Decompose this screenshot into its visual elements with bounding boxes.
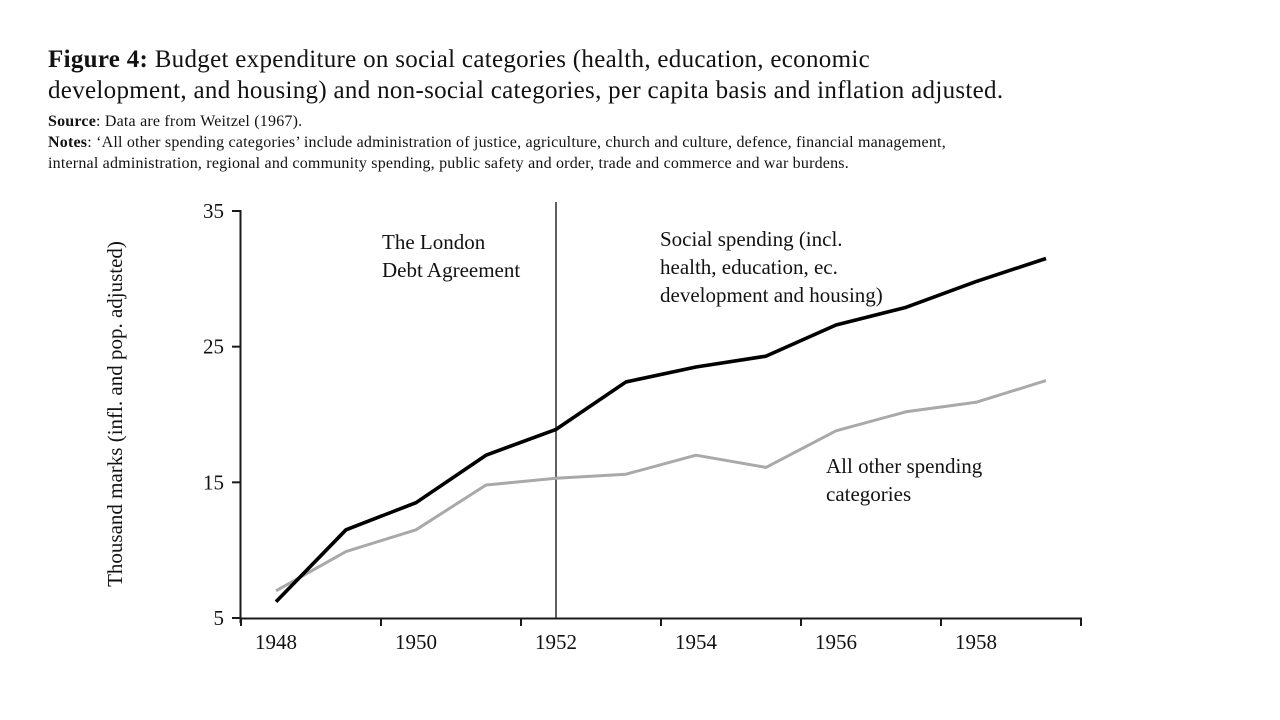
x-tick-label-1956: 1956 (815, 630, 857, 654)
annotation-all-other-spending-series-label: All other spending categories (826, 454, 983, 506)
figure-number-label: Figure 4: (48, 46, 149, 73)
x-tick-label-1948: 1948 (255, 630, 297, 654)
notes-text: : ‘All other spending categories’ includ… (48, 134, 946, 172)
figure-title-text: Budget expenditure on social categories … (48, 46, 1004, 104)
y-tick-label-35: 35 (203, 199, 224, 223)
social-spending-line (274, 256, 1047, 603)
notes-label: Notes (48, 134, 88, 151)
source-line: Source: Data are from Weitzel (1967). (48, 111, 302, 132)
annotation-london-debt-agreement: The London Debt Agreement (382, 230, 521, 282)
all-other-spending-line (275, 379, 1047, 593)
x-tick-label-1954: 1954 (675, 630, 718, 654)
x-tick-label-1952: 1952 (535, 630, 577, 654)
source-text: : Data are from Weitzel (1967). (96, 113, 303, 130)
x-tick-label-1950: 1950 (395, 630, 437, 654)
figure-caption: Figure 4: Budget expenditure on social c… (48, 44, 1258, 106)
source-label: Source (48, 113, 97, 130)
y-tick-label-15: 15 (203, 470, 224, 494)
x-tick-label-1958: 1958 (955, 630, 997, 654)
y-tick-label-25: 25 (203, 335, 224, 359)
y-axis-title: Thousand marks (infl. and pop. adjusted) (103, 241, 127, 587)
y-tick-label-5: 5 (214, 606, 225, 630)
annotation-social-spending-series-label: Social spending (incl. health, education… (660, 227, 883, 307)
notes-line: Notes: ‘All other spending categories’ i… (48, 132, 1228, 174)
